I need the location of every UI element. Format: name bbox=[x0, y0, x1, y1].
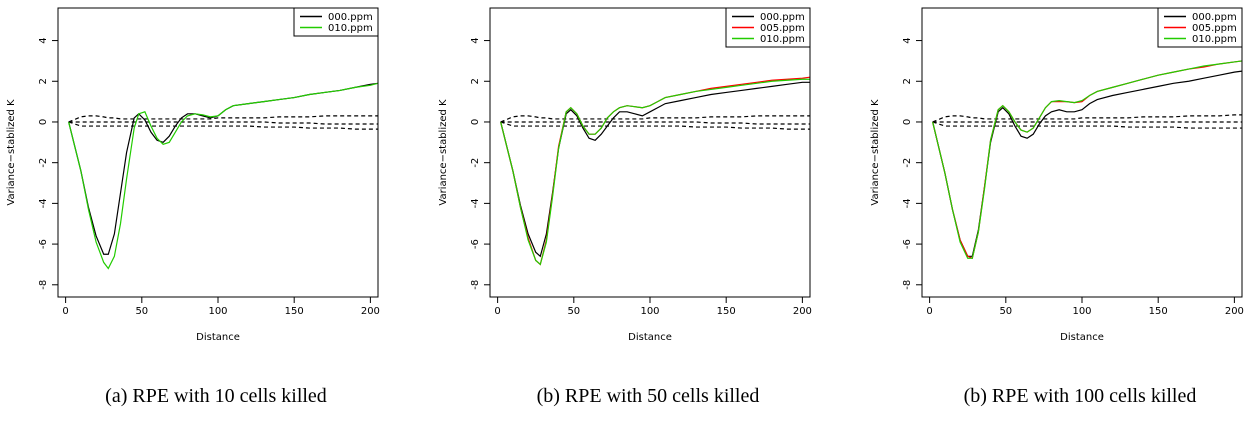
y-tick-label: -4 bbox=[902, 198, 913, 208]
x-tick-label: 100 bbox=[1072, 306, 1091, 317]
plot-area bbox=[68, 82, 378, 270]
y-tick-label: 2 bbox=[38, 78, 49, 84]
legend-label: 010.ppm bbox=[760, 34, 805, 45]
y-tick-label: 0 bbox=[902, 119, 913, 125]
y-tick-label: -2 bbox=[470, 158, 481, 168]
plot-area bbox=[932, 60, 1242, 260]
x-axis-label: Distance bbox=[628, 332, 672, 343]
y-axis-label: Variance−stablized K bbox=[438, 99, 449, 206]
y-axis-label: Variance−stablized K bbox=[6, 99, 17, 206]
legend-label: 005.ppm bbox=[1192, 23, 1237, 34]
x-tick-label: 150 bbox=[1149, 306, 1168, 317]
x-tick-label: 200 bbox=[361, 306, 380, 317]
series-line bbox=[500, 81, 810, 258]
reference-line bbox=[932, 121, 1242, 129]
x-tick-label: 50 bbox=[999, 306, 1012, 317]
x-tick-label: 0 bbox=[62, 306, 68, 317]
reference-line bbox=[68, 121, 378, 125]
caption: (a) RPE with 10 cells killed bbox=[105, 385, 327, 407]
y-axis-label: Variance−stablized K bbox=[870, 99, 881, 206]
legend-box bbox=[725, 7, 811, 48]
legend-label: 005.ppm bbox=[760, 23, 805, 34]
y-tick-label: 2 bbox=[470, 78, 481, 84]
x-tick-label: 100 bbox=[208, 306, 227, 317]
y-tick-label: -4 bbox=[470, 198, 481, 208]
plot-area bbox=[500, 76, 810, 266]
reference-line bbox=[932, 114, 1242, 123]
x-tick-label: 0 bbox=[494, 306, 500, 317]
y-tick-label: 0 bbox=[470, 119, 481, 125]
series-line bbox=[68, 82, 378, 270]
legend-box bbox=[293, 7, 379, 37]
legend-label: 000.ppm bbox=[760, 12, 805, 23]
reference-line bbox=[500, 115, 810, 123]
plot-frame bbox=[57, 7, 379, 298]
caption: (b) RPE with 100 cells killed bbox=[964, 385, 1197, 407]
y-tick-label: 4 bbox=[470, 37, 481, 43]
caption: (b) RPE with 50 cells killed bbox=[537, 385, 760, 407]
y-tick-label: -2 bbox=[902, 158, 913, 168]
x-tick-label: 150 bbox=[717, 306, 736, 317]
y-tick-label: -6 bbox=[470, 239, 481, 249]
y-tick-label: -8 bbox=[38, 280, 49, 290]
series-line bbox=[68, 82, 378, 255]
series-line bbox=[932, 60, 1242, 259]
plot-frame bbox=[921, 7, 1243, 298]
legend-label: 000.ppm bbox=[1192, 12, 1237, 23]
x-tick-label: 100 bbox=[640, 306, 659, 317]
x-axis-label: Distance bbox=[196, 332, 240, 343]
reference-line bbox=[500, 121, 810, 125]
y-tick-label: 4 bbox=[902, 37, 913, 43]
legend-label: 010.ppm bbox=[1192, 34, 1237, 45]
y-tick-label: -4 bbox=[38, 198, 49, 208]
y-tick-label: -6 bbox=[38, 239, 49, 249]
x-tick-label: 0 bbox=[926, 306, 932, 317]
x-tick-label: 200 bbox=[1225, 306, 1244, 317]
y-tick-label: 2 bbox=[902, 78, 913, 84]
x-axis-label: Distance bbox=[1060, 332, 1104, 343]
y-tick-label: -2 bbox=[38, 158, 49, 168]
y-tick-label: 0 bbox=[38, 119, 49, 125]
x-tick-label: 50 bbox=[135, 306, 148, 317]
x-tick-label: 200 bbox=[793, 306, 812, 317]
y-tick-label: 4 bbox=[38, 37, 49, 43]
legend-label: 010.ppm bbox=[328, 23, 373, 34]
series-line bbox=[500, 78, 810, 266]
reference-line bbox=[68, 115, 378, 123]
reference-line bbox=[500, 121, 810, 130]
legend-label: 000.ppm bbox=[328, 12, 373, 23]
x-tick-label: 50 bbox=[567, 306, 580, 317]
reference-line bbox=[68, 121, 378, 130]
y-tick-label: -8 bbox=[902, 280, 913, 290]
x-tick-label: 150 bbox=[285, 306, 304, 317]
y-tick-label: -8 bbox=[470, 280, 481, 290]
y-tick-label: -6 bbox=[902, 239, 913, 249]
